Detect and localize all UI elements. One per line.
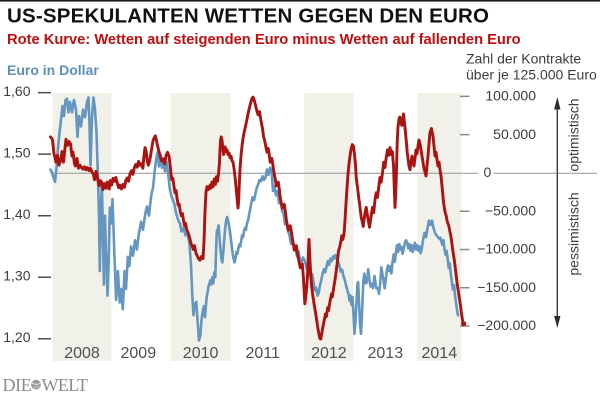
svg-text:Rote Kurve: Wetten auf steigen: Rote Kurve: Wetten auf steigenden Euro m… (7, 32, 521, 48)
svg-text:100.000: 100.000 (485, 88, 536, 104)
svg-text:−150.000: −150.000 (477, 279, 536, 295)
svg-text:−50.000: −50.000 (485, 202, 536, 218)
svg-text:2014: 2014 (422, 345, 458, 362)
svg-text:Euro in Dollar: Euro in Dollar (7, 62, 99, 78)
svg-text:2008: 2008 (64, 345, 100, 362)
svg-text:US-SPEKULANTEN WETTEN GEGEN DE: US-SPEKULANTEN WETTEN GEGEN DEN EURO (7, 5, 489, 28)
svg-text:2011: 2011 (245, 345, 280, 362)
svg-text:2009: 2009 (121, 345, 157, 362)
svg-text:2012: 2012 (311, 345, 347, 362)
svg-text:2010: 2010 (183, 345, 219, 362)
svg-text:−200.000: −200.000 (477, 317, 536, 333)
svg-text:0: 0 (484, 164, 492, 180)
svg-text:1,60: 1,60 (3, 83, 30, 99)
svg-text:2013: 2013 (368, 345, 404, 362)
svg-text:50.000: 50.000 (493, 126, 536, 142)
svg-text:Zahl der Kontrakte: Zahl der Kontrakte (466, 51, 581, 67)
svg-text:optimistisch: optimistisch (566, 98, 582, 171)
svg-text:WELT: WELT (42, 375, 89, 395)
svg-text:1,50: 1,50 (3, 144, 30, 160)
svg-text:1,20: 1,20 (3, 329, 30, 345)
svg-text:1,40: 1,40 (3, 206, 30, 222)
svg-text:DIE: DIE (3, 375, 32, 395)
svg-text:1,30: 1,30 (3, 267, 30, 283)
svg-text:über je 125.000 Euro: über je 125.000 Euro (466, 67, 597, 83)
svg-text:pessimistisch: pessimistisch (566, 192, 582, 275)
svg-text:−100.000: −100.000 (477, 241, 536, 257)
